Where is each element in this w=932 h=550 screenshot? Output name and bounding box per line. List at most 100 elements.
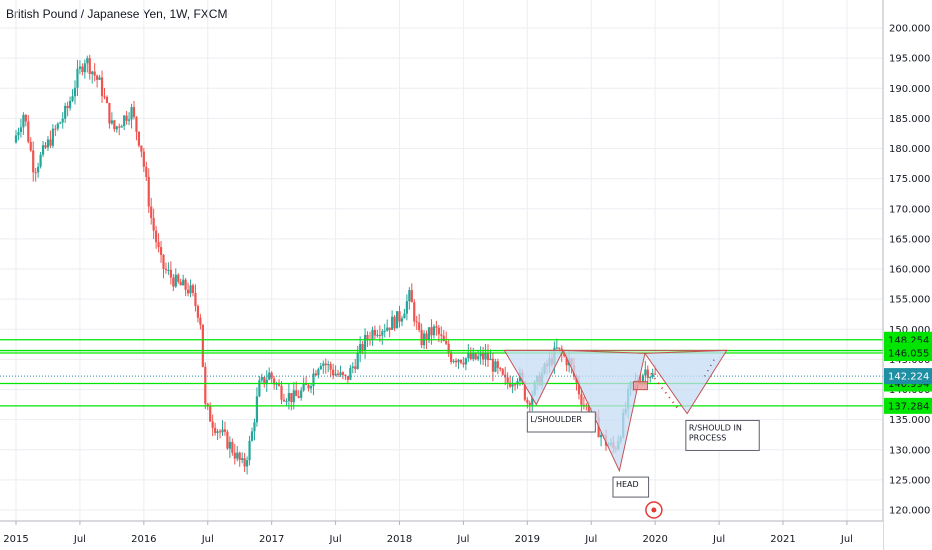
candle-down	[469, 353, 472, 359]
candle-down	[415, 321, 418, 323]
candle-up	[391, 316, 394, 330]
time-axis[interactable]: 2015 Jul 2016 Jul 2017 Jul 2018 Jul 2019 Jul 2020 J…	[0, 520, 883, 550]
candle-down	[528, 402, 531, 405]
candle-up	[432, 326, 436, 336]
candle-up	[260, 377, 263, 381]
candle-down	[481, 353, 485, 360]
chart-title: British Pound / Japanese Yen, 1W, FXCM	[6, 7, 228, 21]
candle-down	[140, 145, 143, 152]
price-level-label-bg	[884, 345, 932, 362]
candle-up	[371, 329, 374, 340]
time-tick-label: Jul	[456, 534, 469, 545]
candle-down	[341, 372, 345, 375]
candle-down	[354, 366, 357, 369]
candle-up	[339, 372, 342, 375]
candle-up	[216, 431, 219, 433]
candle-down	[159, 247, 163, 255]
annotation-box[interactable]	[612, 476, 650, 498]
candle-down	[410, 290, 413, 303]
price-axis[interactable]: 120.000125.000130.000135.000140.000145.0…	[882, 0, 932, 550]
candle-up	[383, 330, 386, 332]
candle-down	[565, 356, 568, 366]
candle-down	[88, 58, 91, 75]
candle-up	[37, 166, 40, 173]
price-axis-background	[883, 0, 932, 550]
current-price-label-bg	[884, 368, 932, 385]
price-tick-label: 150.000	[889, 325, 930, 336]
pattern-triangle[interactable]	[503, 349, 564, 406]
candle-down	[501, 369, 504, 375]
candle-up	[457, 359, 460, 363]
candle-down	[270, 372, 273, 379]
candle-up	[14, 135, 18, 143]
candle-down	[373, 329, 377, 336]
candle-up	[46, 139, 50, 148]
annotation-box[interactable]	[685, 419, 760, 451]
candle-up	[250, 431, 254, 441]
candle-down	[366, 334, 369, 340]
candle-up	[334, 373, 337, 376]
candle-down	[96, 75, 99, 80]
candle-up	[127, 119, 131, 121]
candle-down	[32, 150, 35, 173]
candle-down	[329, 364, 332, 370]
candle-up	[427, 327, 431, 341]
head-and-shoulders-pattern[interactable]	[503, 349, 728, 473]
candle-up	[64, 105, 67, 119]
price-tick-label: 125.000	[889, 475, 930, 486]
candle-up	[300, 390, 303, 398]
candle-down	[145, 166, 148, 177]
time-tick-label: 2015	[3, 534, 28, 545]
candle-down	[442, 335, 445, 342]
candle-up	[641, 375, 644, 383]
candle-down	[150, 206, 153, 219]
candle-down	[491, 358, 495, 372]
candle-up	[258, 380, 261, 397]
event-markers[interactable]	[645, 501, 663, 519]
candle-down	[223, 429, 227, 432]
price-level-label-bg	[884, 397, 932, 414]
candle-down	[194, 292, 197, 306]
candle-down	[147, 176, 150, 207]
pattern-triangle[interactable]	[562, 349, 646, 473]
candle-up	[98, 77, 101, 80]
candle-up	[322, 363, 325, 366]
candlestick-series	[14, 54, 657, 475]
chart-grid	[0, 0, 883, 521]
candle-up	[39, 154, 42, 167]
price-tick-label: 135.000	[889, 415, 930, 426]
candle-down	[332, 369, 335, 376]
candle-up	[120, 126, 123, 128]
candle-up	[395, 311, 399, 329]
candle-up	[236, 452, 239, 459]
candle-down	[54, 128, 57, 130]
candle-up	[285, 401, 288, 403]
price-level-label: 140.994	[888, 379, 929, 390]
candle-down	[100, 77, 104, 97]
candle-down	[231, 441, 234, 453]
candle-up	[167, 269, 170, 271]
price-tick-label: 185.000	[889, 114, 930, 125]
candle-down	[81, 66, 84, 73]
candle-down	[413, 302, 416, 322]
candle-up	[174, 274, 177, 287]
candle-up	[376, 334, 379, 336]
time-tick-label: 2019	[515, 534, 540, 545]
candle-up	[61, 118, 64, 123]
candle-up	[467, 353, 470, 359]
price-tick-label: 155.000	[889, 295, 930, 306]
annotation-box[interactable]	[526, 411, 596, 433]
candle-up	[403, 313, 406, 319]
time-tick-label: 2021	[770, 534, 795, 545]
horizontal-price-lines[interactable]	[0, 339, 883, 407]
candle-up	[41, 145, 45, 155]
pattern-triangle[interactable]	[644, 349, 728, 415]
candle-up	[115, 126, 118, 130]
candle-down	[204, 366, 207, 404]
candle-down	[440, 334, 443, 336]
candle-down	[152, 218, 155, 231]
candle-down	[113, 120, 116, 130]
price-level-label: 137.284	[888, 401, 929, 412]
